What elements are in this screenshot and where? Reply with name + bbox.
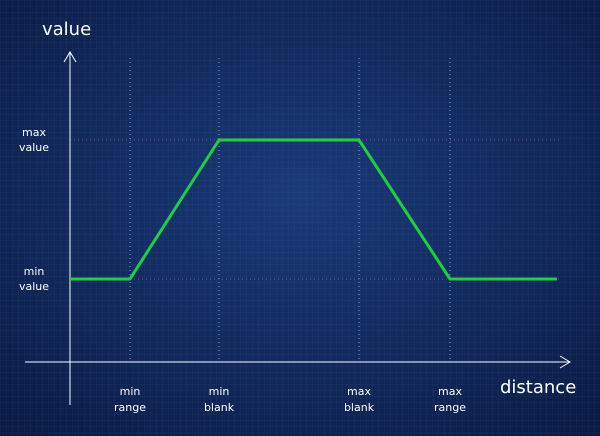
value-curve — [70, 138, 557, 281]
guide-lines — [129, 58, 451, 362]
x-marker-label: blank — [204, 401, 235, 414]
x-marker-label: min — [120, 385, 141, 398]
y-marker-label: min — [24, 265, 45, 278]
x-marker-label: max — [438, 385, 462, 398]
y-marker-label: value — [19, 280, 49, 293]
x-marker-label: max — [347, 385, 371, 398]
x-axis-label: distance — [500, 377, 576, 398]
y-marker-label: value — [19, 141, 49, 154]
x-axis-arrow — [559, 355, 571, 369]
x-marker-label: range — [114, 401, 146, 414]
x-marker-label: min — [209, 385, 230, 398]
x-marker-label: blank — [344, 401, 375, 414]
y-marker-label: max — [22, 126, 46, 139]
y-axis-arrow — [63, 51, 77, 63]
y-axis-label: value — [42, 19, 91, 40]
axes — [25, 51, 571, 405]
x-marker-label: range — [434, 401, 466, 414]
